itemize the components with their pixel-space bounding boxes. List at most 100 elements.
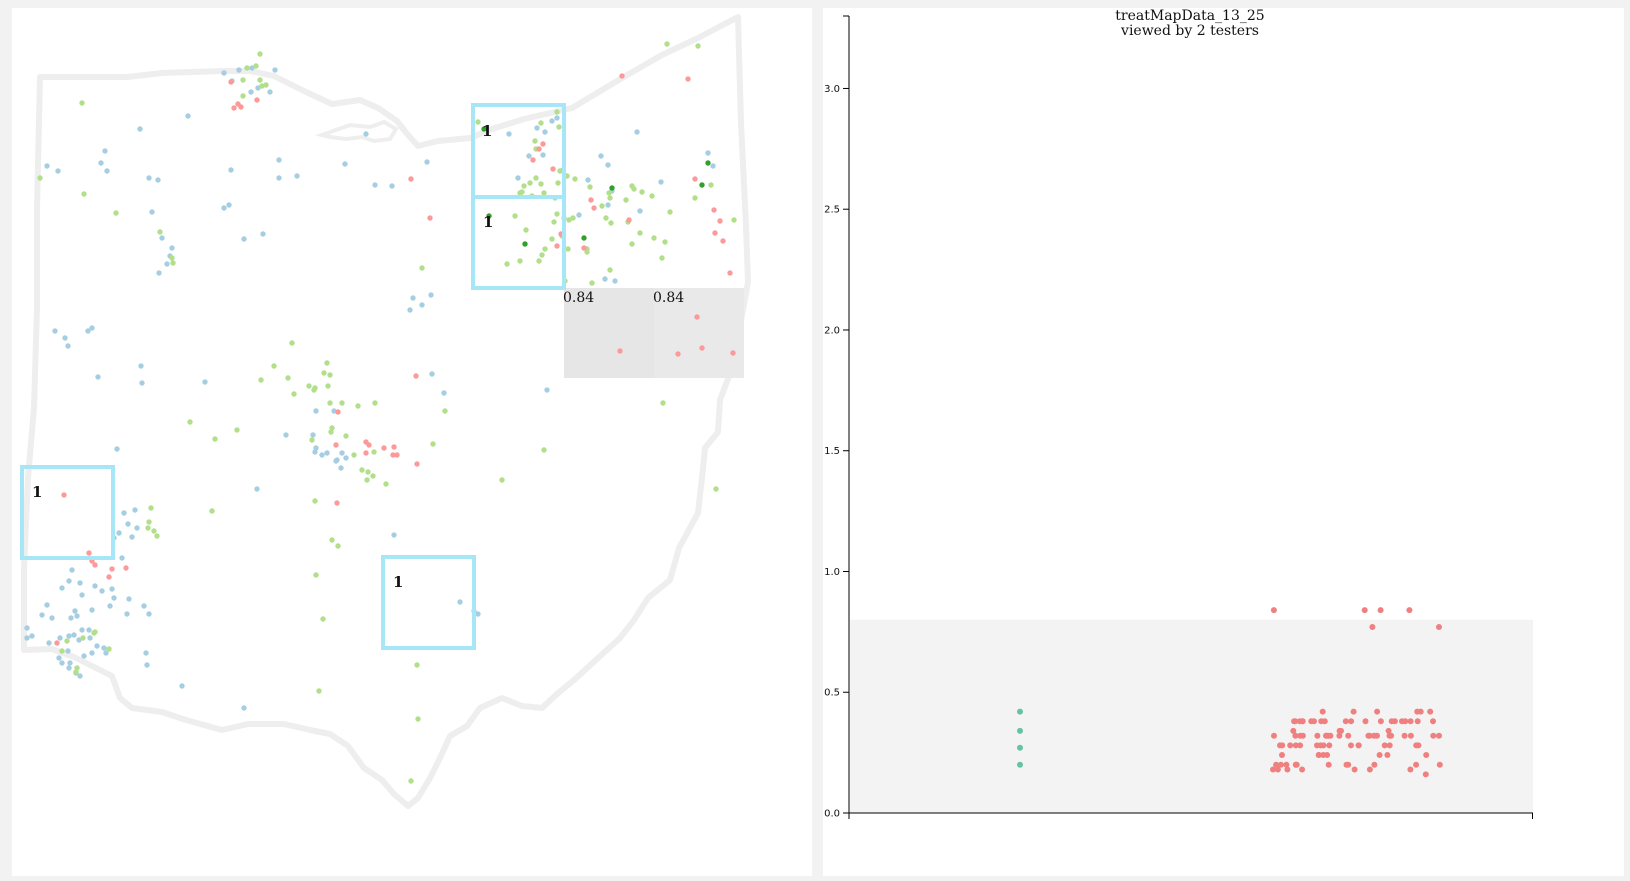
- map-point: [540, 141, 546, 147]
- map-point: [24, 635, 30, 641]
- map-point: [329, 537, 335, 543]
- map-point: [64, 638, 70, 644]
- map-point: [89, 325, 95, 331]
- map-point: [169, 255, 175, 261]
- map-point: [144, 662, 150, 668]
- data-point: [1326, 742, 1333, 749]
- cell-value-label: 0.84: [653, 290, 684, 306]
- map-point: [556, 124, 562, 130]
- map-point: [76, 637, 82, 643]
- ohio-map[interactable]: 1 1 1 1 0.84 0.84: [12, 8, 812, 876]
- data-point: [1299, 766, 1306, 773]
- chart-title: treatMapData_13_25: [1115, 8, 1264, 24]
- y-axis: 0.0 0.5 1.0 1.5 2.0 2.5 3.0: [824, 15, 850, 820]
- map-point: [429, 371, 435, 377]
- map-point: [585, 177, 591, 183]
- map-point: [145, 525, 151, 531]
- map-point: [713, 486, 719, 492]
- map-point: [114, 446, 120, 452]
- map-point: [540, 152, 546, 158]
- y-tick-label: 3.0: [824, 84, 840, 95]
- map-point: [699, 182, 705, 188]
- map-point: [98, 160, 104, 166]
- map-point: [312, 498, 318, 504]
- map-point: [605, 202, 611, 208]
- map-point: [695, 43, 701, 49]
- map-point: [629, 241, 635, 247]
- map-point: [325, 383, 331, 389]
- map-point: [587, 184, 593, 190]
- map-point: [164, 261, 170, 267]
- map-point: [637, 230, 643, 236]
- data-point: [1417, 708, 1424, 715]
- map-point: [664, 41, 670, 47]
- map-point: [550, 166, 556, 172]
- map-point: [306, 383, 312, 389]
- map-point: [155, 177, 161, 183]
- map-point: [59, 585, 65, 591]
- map-point: [662, 239, 668, 245]
- selection-box[interactable]: [20, 465, 115, 560]
- map-point: [526, 153, 532, 159]
- map-point: [170, 260, 176, 266]
- data-point: [1292, 732, 1299, 739]
- data-point: [1430, 718, 1436, 725]
- map-point: [391, 532, 397, 538]
- map-point: [57, 635, 63, 641]
- map-point: [659, 255, 665, 261]
- data-point: [1017, 761, 1023, 768]
- data-point: [1401, 732, 1408, 739]
- data-point: [1430, 732, 1437, 739]
- data-point: [1422, 771, 1429, 778]
- y-tick-label: 1.0: [824, 567, 840, 578]
- map-point: [74, 613, 80, 619]
- map-point: [394, 452, 400, 458]
- map-point: [123, 565, 129, 571]
- map-point: [370, 473, 376, 479]
- map-point: [612, 278, 618, 284]
- data-point: [1407, 718, 1414, 725]
- map-point: [343, 433, 349, 439]
- map-point: [541, 447, 547, 453]
- data-point: [1299, 718, 1306, 725]
- map-point: [146, 175, 152, 181]
- map-point: [532, 138, 538, 144]
- map-point: [554, 109, 560, 115]
- cell-value-label: 0.84: [563, 290, 594, 306]
- map-point: [413, 373, 419, 379]
- map-point: [81, 191, 87, 197]
- map-point: [342, 161, 348, 167]
- map-point: [231, 105, 237, 111]
- selection-box[interactable]: [471, 195, 566, 290]
- map-point: [408, 778, 414, 784]
- map-point: [730, 350, 736, 356]
- selection-box[interactable]: [381, 555, 476, 650]
- map-point: [570, 215, 576, 221]
- data-point: [1324, 752, 1331, 758]
- map-point: [605, 162, 611, 168]
- map-point: [519, 189, 525, 195]
- map-point: [132, 507, 138, 513]
- data-point: [1017, 727, 1023, 734]
- map-point: [49, 615, 55, 621]
- data-point: [1374, 708, 1381, 715]
- data-point: [1291, 718, 1298, 725]
- data-point: [1290, 727, 1297, 734]
- data-point: [1413, 761, 1420, 768]
- map-point: [410, 295, 416, 301]
- map-point: [355, 403, 361, 409]
- map-point: [311, 387, 317, 393]
- map-point: [372, 400, 378, 406]
- map-point: [414, 662, 420, 668]
- map-point: [255, 85, 261, 91]
- y-tick-label: 2.0: [824, 325, 840, 336]
- map-point: [515, 175, 521, 181]
- map-point: [534, 125, 540, 131]
- map-point: [139, 380, 145, 386]
- map-point: [343, 455, 349, 461]
- map-point: [263, 82, 269, 88]
- map-point: [372, 182, 378, 188]
- map-point: [79, 627, 85, 633]
- data-point: [1391, 718, 1398, 725]
- map-point: [541, 190, 547, 196]
